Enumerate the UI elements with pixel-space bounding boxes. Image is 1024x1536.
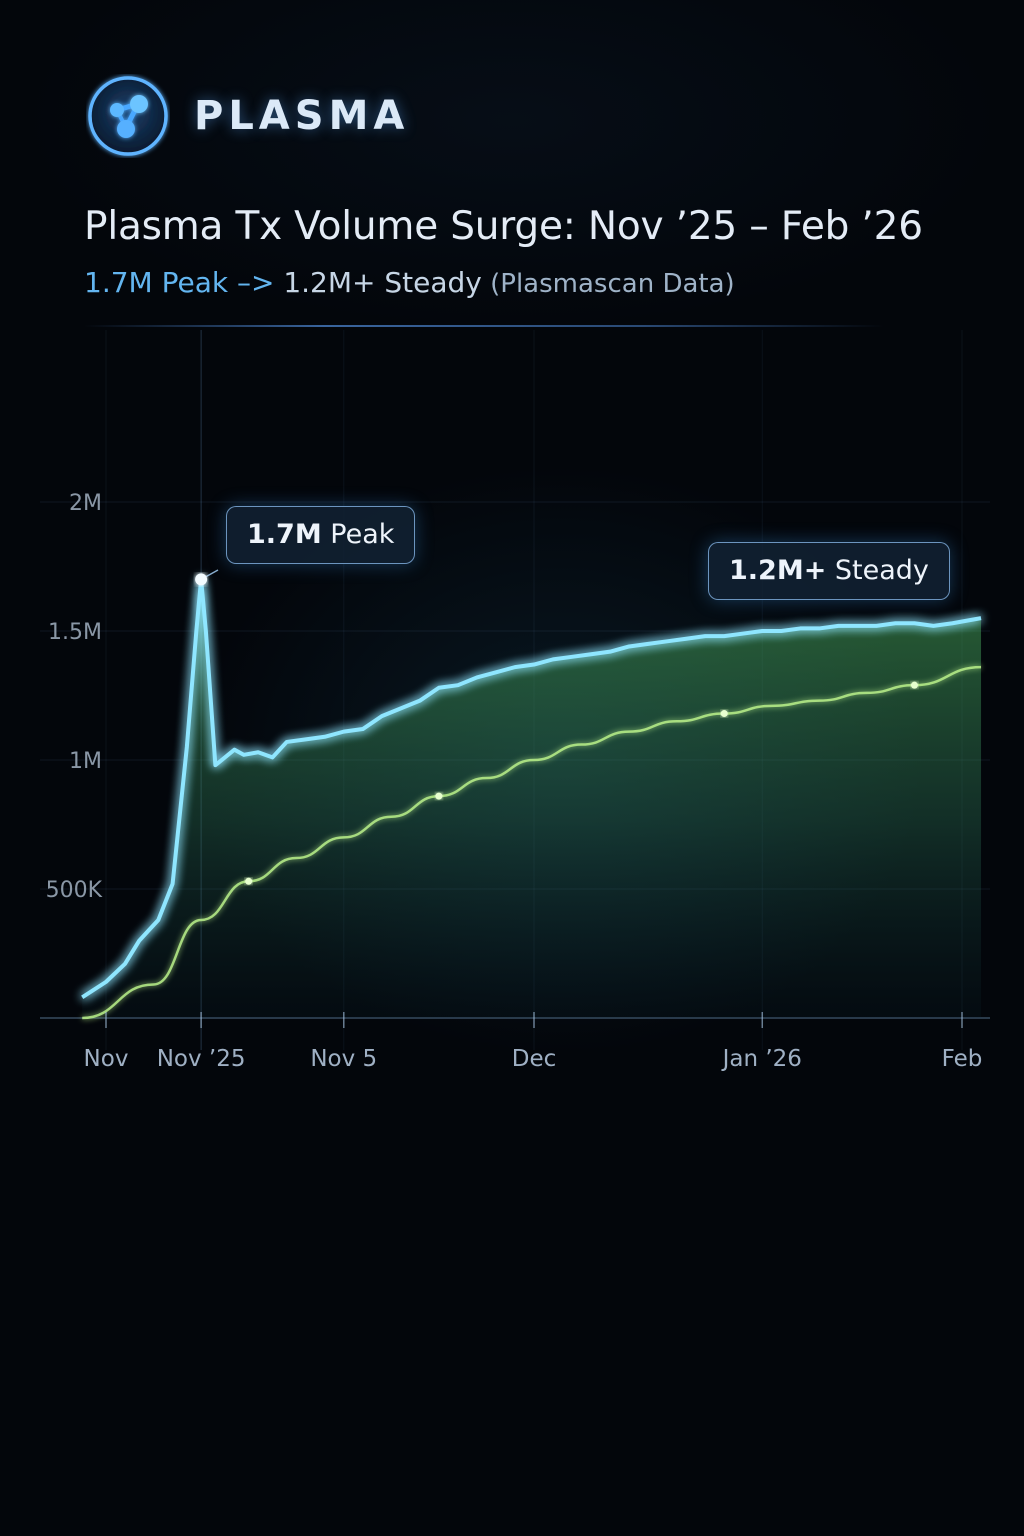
trend-point bbox=[910, 681, 918, 689]
y-tick-label: 2M bbox=[69, 491, 102, 516]
subtitle-steady: 1.2M+ Steady bbox=[283, 266, 482, 299]
trend-point bbox=[720, 710, 728, 718]
trend-series bbox=[82, 665, 982, 1020]
x-tick-label: Nov ’25 bbox=[157, 1046, 246, 1072]
trend-point bbox=[435, 792, 443, 800]
x-tick-label: Nov bbox=[84, 1046, 129, 1072]
chart-title: Plasma Tx Volume Surge: Nov ’25 – Feb ’2… bbox=[84, 204, 923, 249]
steady-callout: 1.2M+ Steady bbox=[708, 542, 950, 600]
main-line bbox=[81, 577, 982, 1000]
x-tick-label: Nov 5 bbox=[310, 1046, 377, 1072]
peak-callout-label: Peak bbox=[321, 519, 395, 550]
y-tick-label: 1M bbox=[69, 749, 102, 774]
peak-callout: 1.7M Peak bbox=[226, 506, 416, 564]
trend-point bbox=[245, 877, 253, 885]
y-tick-label: 500K bbox=[46, 878, 103, 903]
x-tick-label: Jan ’26 bbox=[721, 1046, 802, 1072]
plasma-logo-icon bbox=[88, 76, 168, 156]
x-tick-label: Dec bbox=[512, 1046, 557, 1072]
x-axis-ticks: Nov Nov ’25 Nov 5 Dec Jan ’26 Feb bbox=[84, 1012, 983, 1072]
header-divider bbox=[84, 325, 884, 327]
peak-point bbox=[195, 573, 208, 586]
steady-callout-label: Steady bbox=[826, 555, 929, 586]
subtitle-arrow: –> bbox=[228, 266, 284, 299]
main-series bbox=[81, 569, 982, 1000]
subtitle-peak: 1.7M Peak bbox=[84, 266, 229, 299]
brand-name: PLASMA bbox=[194, 93, 410, 139]
chart-subtitle: 1.7M Peak –> 1.2M+ Steady (Plasmascan Da… bbox=[84, 266, 735, 299]
subtitle-source: (Plasmascan Data) bbox=[481, 269, 735, 299]
y-axis-ticks: 2M 1.5M 1M 500K bbox=[46, 491, 103, 903]
brand: PLASMA bbox=[86, 74, 409, 158]
area-fill bbox=[82, 579, 982, 1018]
trend-line bbox=[82, 665, 982, 1020]
y-tick-label: 1.5M bbox=[48, 620, 102, 645]
x-tick-label: Feb bbox=[942, 1046, 983, 1072]
peak-callout-value: 1.7M bbox=[247, 519, 322, 550]
steady-callout-value: 1.2M+ bbox=[729, 555, 827, 586]
area-under-line bbox=[82, 579, 982, 1018]
